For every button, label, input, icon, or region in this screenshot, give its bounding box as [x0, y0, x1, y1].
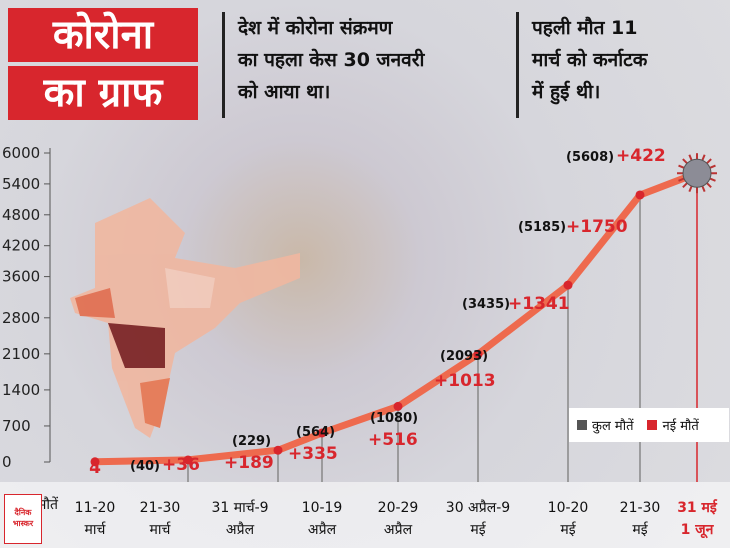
new-deaths-label-4: +516 — [368, 430, 418, 450]
virus-body — [682, 158, 712, 188]
data-point-4 — [393, 401, 403, 411]
y-tick-label-4: 2800 — [2, 309, 40, 327]
total-deaths-label-8: (5608) — [566, 150, 614, 165]
legend: कुल मौतें नई मौतें — [569, 408, 729, 442]
x-axis-title: मौतें — [38, 496, 59, 513]
x-tick-label-1-line1: 21-30 — [140, 500, 181, 516]
y-tick-label-5: 3600 — [2, 268, 40, 286]
data-point-5 — [473, 349, 483, 359]
data-point-2 — [273, 445, 283, 455]
x-tick-label-1-line2: मार्च — [150, 521, 172, 538]
new-deaths-label-8: +422 — [616, 146, 666, 166]
note-first-case-line-1: देश में कोरोना संक्रमण — [238, 17, 393, 39]
divider-1 — [222, 12, 225, 118]
total-deaths-label-5: (2093) — [440, 349, 488, 364]
data-labels: 4 (40) +36 (229) +189 (564) +335 (1080) +516 (209… — [89, 146, 666, 478]
virus-icon — [677, 153, 717, 194]
data-points — [90, 190, 645, 467]
data-point-6 — [563, 280, 573, 290]
x-tick-label-3-line1: 10-19 — [302, 500, 343, 516]
x-tick-label-8-line2: 1 जून — [681, 522, 715, 539]
total-deaths-label-2: (229) — [232, 434, 271, 449]
y-tick-label-0: 0 — [2, 453, 12, 471]
title-line-2: का ग्राफ — [8, 66, 198, 120]
new-deaths-label-6: +1341 — [508, 294, 570, 314]
publisher-logo-text: दैनिक भास्कर — [12, 508, 34, 528]
data-point-7 — [635, 190, 645, 200]
note-first-death-line-2: मार्च को कर्नाटक — [532, 49, 648, 71]
x-tick-label-2-line2: अप्रैल — [226, 521, 255, 538]
title-line-1: कोरोना — [8, 8, 198, 62]
total-deaths-label-6: (3435) — [462, 297, 510, 312]
y-tick-label-7: 4800 — [2, 206, 40, 224]
y-tick-label-2: 1400 — [2, 381, 40, 399]
x-tick-label-0-line1: 11-20 — [75, 500, 116, 516]
x-tick-label-8-line1: 31 मई — [677, 499, 718, 516]
x-tick-label-6-line1: 10-20 — [548, 500, 589, 516]
note-first-case-line-2: का पहला केस 30 जनवरी — [238, 49, 425, 71]
x-axis-band — [0, 482, 730, 548]
x-tick-label-2-line1: 31 मार्च-9 — [211, 499, 268, 516]
note-first-death: पहली मौत 11 मार्च को कर्नाटक में हुई थी। — [532, 12, 647, 108]
y-tick-label-9: 6000 — [2, 144, 40, 162]
new-deaths-label-2: +189 — [224, 453, 274, 473]
y-tick-label-1: 700 — [2, 417, 31, 435]
x-tick-label-7-line2: मई — [632, 521, 648, 538]
y-tick-label-3: 2100 — [2, 345, 40, 363]
legend-new-label: नई मौतें — [662, 419, 699, 434]
india-map-icon — [70, 198, 300, 438]
legend-new-swatch — [647, 420, 658, 430]
total-deaths-label-3: (564) — [296, 425, 335, 440]
publisher-logo: दैनिक भास्कर — [4, 494, 42, 544]
x-tick-label-3-line2: अप्रैल — [308, 521, 337, 538]
y-tick-label-6: 4200 — [2, 237, 40, 255]
x-tick-label-5-line1: 30 अप्रैल-9 — [446, 499, 510, 516]
legend-total-label: कुल मौतें — [592, 419, 634, 434]
new-deaths-label-3: +335 — [288, 444, 338, 464]
data-point-0 — [90, 457, 100, 467]
note-first-death-line-1: पहली मौत 11 — [532, 17, 638, 39]
x-tick-label-0-line2: मार्च — [85, 521, 107, 538]
header: कोरोना का ग्राफ देश में कोरोना संक्रमण क… — [0, 0, 730, 128]
y-tick-label-8: 5400 — [2, 175, 40, 193]
x-tick-label-4-line1: 20-29 — [378, 500, 419, 516]
note-first-death-line-3: में हुई थी। — [532, 81, 601, 103]
x-axis: 11-20 मार्च 21-30 मार्च 31 मार्च-9 अप्रैल 10-1… — [75, 499, 718, 539]
x-tick-label-6-line2: मई — [560, 521, 576, 538]
total-deaths-label-1: (40) — [130, 459, 160, 474]
new-deaths-label-5: +1013 — [434, 371, 496, 391]
x-tick-label-7-line1: 21-30 — [620, 500, 661, 516]
total-deaths-label-4: (1080) — [370, 411, 418, 426]
total-deaths-label-7: (5185) — [518, 220, 566, 235]
new-deaths-label-1: +36 — [162, 455, 200, 475]
x-tick-label-4-line2: अप्रैल — [384, 521, 413, 538]
new-deaths-label-0: 4 — [89, 458, 101, 478]
note-first-case-line-3: को आया था। — [238, 81, 331, 103]
data-point-3 — [317, 428, 327, 438]
legend-total-swatch — [577, 420, 587, 430]
y-axis: 0 700 1400 2100 2800 3600 4200 4800 5400 6000 — [2, 144, 51, 471]
divider-2 — [516, 12, 519, 118]
new-deaths-label-7: +1750 — [566, 217, 628, 237]
deaths-line-chart: 0 700 1400 2100 2800 3600 4200 4800 5400 6000 4 (4… — [0, 144, 730, 548]
title-box: कोरोना का ग्राफ — [8, 8, 198, 120]
x-tick-label-5-line2: मई — [470, 521, 486, 538]
note-first-case: देश में कोरोना संक्रमण का पहला केस 30 जन… — [238, 12, 424, 108]
data-point-1 — [183, 455, 193, 465]
